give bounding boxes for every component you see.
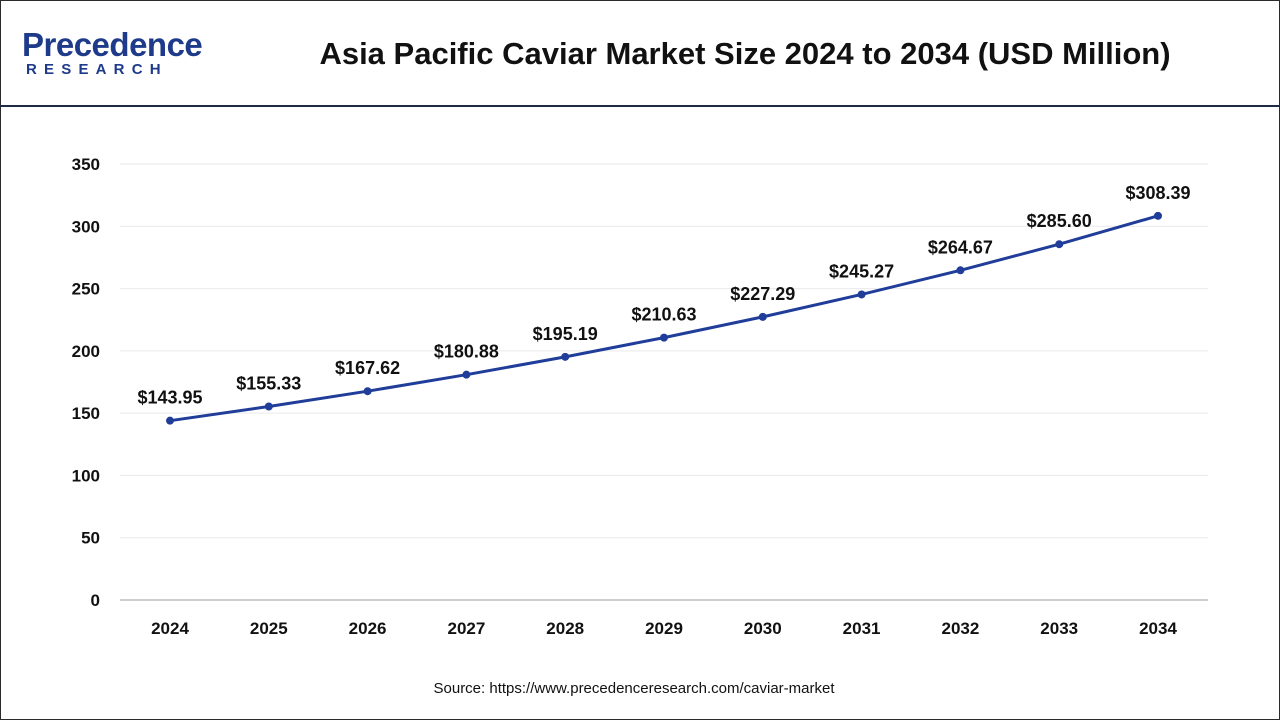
data-point [363,387,372,396]
x-tick-label: 2030 [744,619,782,638]
data-label: $210.63 [631,305,696,325]
data-label: $155.33 [236,374,301,394]
data-point [660,333,668,342]
data-label: $245.27 [829,261,894,281]
brand-logo: Precedence RESEARCH [22,26,222,82]
x-tick-label: 2031 [843,619,881,638]
x-tick-label: 2024 [151,619,189,638]
data-label: $143.95 [137,388,202,408]
data-point [857,290,866,299]
gridlines [120,163,1208,539]
y-axis-ticks: 0 50 100 150 200 250 300 350 [72,155,100,610]
header: Precedence RESEARCH Asia Pacific Caviar … [0,0,1280,107]
y-tick-label: 0 [91,591,100,610]
x-tick-label: 2034 [1139,619,1177,638]
y-tick-label: 50 [81,529,100,548]
x-tick-label: 2026 [349,619,387,638]
data-points [166,211,1162,425]
data-point [264,402,273,411]
data-point [561,352,570,361]
data-label: $308.39 [1125,183,1190,203]
data-label: $195.19 [533,324,598,344]
data-point [166,416,174,425]
data-label: $167.62 [335,358,400,378]
data-labels: $143.95 $155.33 $167.62 $180.88 $195.19 $210.… [137,183,1190,408]
data-point [956,266,965,275]
x-tick-label: 2027 [447,619,485,638]
x-axis-ticks: 2024 2025 2026 2027 2028 2029 2030 2031 2032 2033… [151,619,1177,638]
data-label: $264.67 [928,237,993,257]
logo-subtitle: RESEARCH [26,61,168,78]
y-tick-label: 250 [72,280,100,299]
data-label: $180.88 [434,342,499,362]
data-point [462,370,471,379]
y-tick-label: 350 [72,155,100,174]
source-note: Source: https://www.precedenceresearch.c… [433,680,835,697]
data-label: $285.60 [1027,211,1092,231]
x-tick-label: 2032 [941,619,979,638]
x-tick-label: 2025 [250,619,288,638]
x-tick-label: 2028 [546,619,584,638]
y-tick-label: 200 [72,342,100,361]
data-point [1055,240,1064,249]
x-tick-label: 2033 [1040,619,1078,638]
logo-wordmark: Precedence [22,26,203,63]
x-tick-label: 2029 [645,619,683,638]
chart-title: Asia Pacific Caviar Market Size 2024 to … [319,36,1171,71]
data-point [1154,211,1162,220]
y-tick-label: 100 [72,466,100,485]
y-tick-label: 300 [72,217,100,236]
data-point [758,312,767,321]
data-label: $227.29 [730,284,795,304]
y-tick-label: 150 [72,404,100,423]
